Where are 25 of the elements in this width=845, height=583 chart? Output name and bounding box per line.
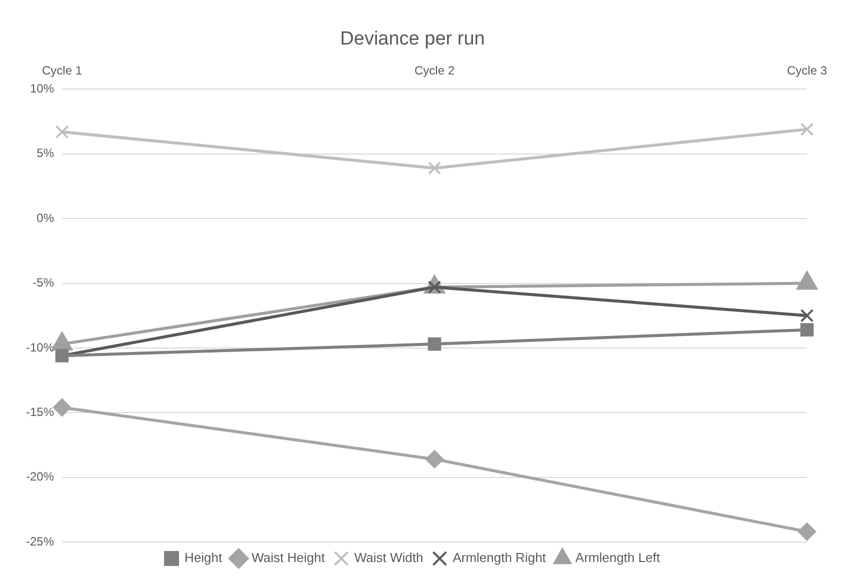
- legend-label: Height: [184, 550, 223, 566]
- point: [798, 522, 816, 541]
- point: [428, 337, 442, 351]
- point: [800, 323, 814, 336]
- legend-label: Waist Width: [354, 550, 424, 566]
- point: [55, 125, 69, 139]
- y-tick-label: -15%: [26, 404, 54, 419]
- y-tick-label: 5%: [36, 146, 54, 160]
- y-tick-label: 0%: [36, 210, 54, 225]
- x-tick-label: Cycle 2: [414, 63, 455, 78]
- point: [800, 308, 814, 322]
- x-tick-label: Cycle 1: [42, 63, 82, 78]
- point: [428, 161, 442, 175]
- y-tick-label: -5%: [32, 276, 54, 290]
- y-tick-label: 10%: [30, 82, 54, 96]
- legend-label: Armlength Left: [575, 550, 660, 566]
- chart-title: Deviance per run: [340, 28, 485, 50]
- legend-label: Waist Height: [252, 550, 326, 566]
- y-tick-label: -25%: [26, 534, 54, 548]
- point: [800, 122, 814, 136]
- y-tick-label: -20%: [26, 470, 54, 484]
- legend-label: Armlength Right: [452, 550, 546, 566]
- point: [426, 450, 444, 468]
- point: [53, 398, 72, 416]
- x-tick-label: Cycle 3: [786, 63, 828, 78]
